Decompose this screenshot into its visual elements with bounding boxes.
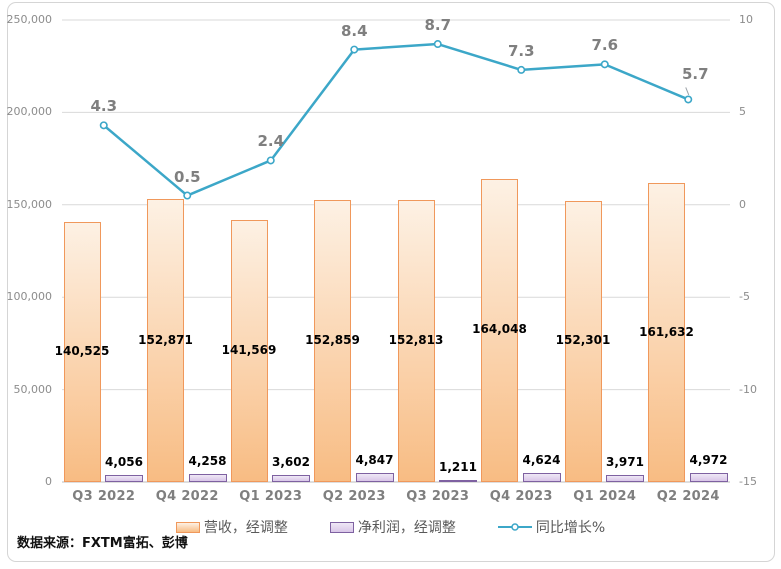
growth-point-marker (350, 45, 359, 54)
revenue-bar (147, 199, 184, 482)
growth-point-marker (600, 60, 609, 69)
chart-frame (7, 2, 775, 562)
profit-bar (188, 474, 227, 482)
category-label: Q1 2024 (573, 489, 637, 504)
left-axis-tick: 50,000 (13, 382, 53, 396)
revenue-bar (564, 200, 602, 482)
growth-value-label: 8.7 (424, 16, 452, 35)
revenue-bar (397, 199, 435, 482)
profit-bar (355, 473, 394, 482)
revenue-value-label: 152,813 (388, 332, 444, 347)
left-axis-tick: 0 (45, 475, 52, 488)
profit-value-label: 4,624 (522, 453, 561, 468)
profit-value-label: 4,972 (689, 452, 728, 467)
source-note: 数据来源：FXTM富拓、彭博 (17, 536, 188, 551)
left-axis-tick: 150,000 (6, 197, 53, 211)
legend-line-swatch (497, 523, 532, 531)
right-axis-tick: 0 (739, 197, 746, 211)
profit-bar (522, 473, 561, 482)
profit-value-label: 4,258 (188, 454, 227, 469)
revenue-bar (63, 222, 101, 482)
category-label: Q4 2023 (489, 489, 553, 504)
right-axis-tick: -5 (739, 290, 750, 304)
profit-bar (272, 475, 310, 482)
category-label: Q3 2023 (406, 489, 470, 504)
right-axis-tick: 10 (739, 13, 753, 26)
profit-bar (439, 479, 477, 482)
profit-value-label: 4,847 (355, 453, 394, 468)
chart-legend: 营收，经调整 净利润，经调整 同比增长% (0, 517, 781, 537)
category-label: Q2 2024 (656, 489, 720, 504)
growth-point-marker (99, 121, 108, 130)
profit-value-label: 4,056 (105, 454, 143, 469)
left-axis-tick: 100,000 (6, 290, 53, 304)
right-axis-tick: -10 (739, 382, 757, 396)
revenue-value-label: 164,048 (472, 322, 527, 337)
revenue-value-label: 152,859 (305, 332, 360, 347)
revenue-bar (481, 178, 518, 482)
growth-value-label: 4.3 (90, 97, 118, 116)
legend-item: 净利润，经调整 (329, 517, 456, 537)
left-axis-tick: 250,000 (6, 13, 53, 26)
profit-value-label: 1,211 (439, 459, 477, 474)
label-leader-line (685, 87, 690, 96)
growth-point-marker (684, 95, 693, 104)
profit-bar (606, 474, 644, 482)
revenue-value-label: 140,525 (54, 344, 110, 359)
legend-label: 净利润，经调整 (357, 520, 456, 536)
growth-value-label: 2.4 (257, 132, 285, 151)
category-label: Q1 2023 (239, 489, 303, 504)
legend-item: 同比增长% (497, 517, 606, 537)
right-axis-tick: -15 (739, 475, 757, 488)
revenue-bar (314, 199, 351, 482)
growth-point-marker (183, 191, 192, 200)
profit-value-label: 3,602 (272, 455, 310, 470)
growth-value-label: 7.6 (591, 36, 619, 55)
revenue-value-label: 161,632 (639, 324, 694, 339)
legend-bar-swatch (329, 521, 354, 533)
profit-value-label: 3,971 (606, 454, 644, 469)
growth-value-label: 5.7 (681, 65, 709, 84)
category-label: Q4 2022 (155, 489, 219, 504)
growth-line (102, 42, 689, 197)
growth-value-label: 8.4 (340, 21, 368, 40)
left-axis-tick: 200,000 (6, 105, 53, 119)
legend-label: 同比增长% (535, 520, 606, 536)
category-label: Q2 2023 (322, 489, 386, 504)
growth-value-label: 0.5 (173, 167, 201, 186)
revenue-bar (648, 183, 685, 482)
revenue-value-label: 152,301 (555, 333, 611, 348)
category-label: Q3 2022 (72, 489, 136, 504)
legend-item: 营收，经调整 (175, 517, 288, 537)
profit-bar (105, 474, 143, 482)
revenue-bar (230, 220, 268, 482)
legend-bar-swatch (175, 521, 200, 533)
growth-point-marker (266, 156, 275, 165)
growth-point-marker (517, 65, 526, 74)
revenue-value-label: 141,569 (221, 343, 277, 358)
growth-point-marker (433, 40, 442, 49)
legend-label: 营收，经调整 (203, 520, 288, 536)
right-axis-tick: 5 (739, 105, 746, 119)
legend-line-marker (511, 523, 519, 531)
growth-value-label: 7.3 (507, 41, 535, 60)
profit-bar (689, 472, 728, 482)
revenue-value-label: 152,871 (138, 332, 193, 347)
